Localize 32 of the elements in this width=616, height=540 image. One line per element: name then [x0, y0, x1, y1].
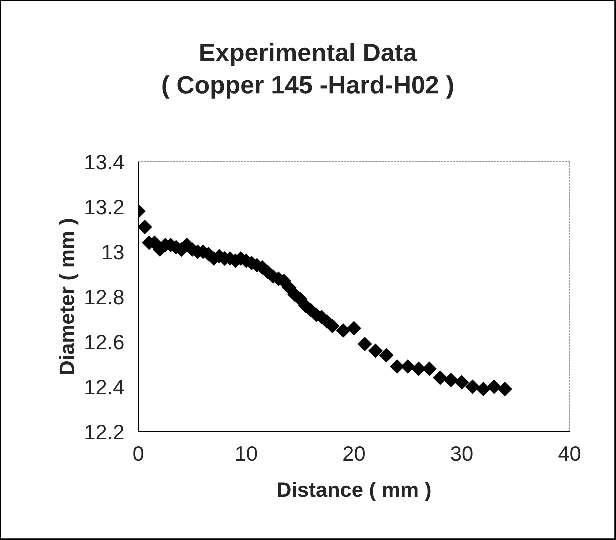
y-axis-title: Diameter ( mm ) [59, 219, 79, 374]
point [444, 372, 459, 388]
point [498, 382, 512, 397]
x-tick-label: 0 [134, 446, 144, 462]
point [368, 344, 384, 358]
chart-title: Experimental Data ( Copper 145 -Hard-H02 ) [162, 43, 454, 99]
x-tick-label: 30 [451, 446, 473, 462]
point [358, 336, 372, 352]
point [412, 362, 426, 376]
y-tick-label: 13.4 [86, 155, 124, 170]
point [422, 362, 437, 376]
x-axis-title: Distance ( mm ) [278, 482, 431, 502]
point [487, 380, 502, 394]
point [465, 380, 480, 394]
y-tick-label: 12.8 [86, 290, 124, 305]
x-tick-label: 40 [558, 446, 581, 462]
point [346, 321, 362, 336]
point [433, 370, 448, 386]
point [390, 359, 405, 374]
x-tick-label: 20 [344, 446, 365, 462]
point [138, 220, 152, 235]
x-tick-label: 10 [236, 446, 258, 462]
y-tick-label: 12.6 [86, 335, 124, 350]
point [476, 382, 491, 397]
y-tick-label: 12.2 [86, 425, 124, 440]
y-tick-label: 13.2 [86, 200, 124, 215]
point [400, 359, 416, 374]
y-tick-label: 12.4 [86, 380, 124, 395]
y-tick-label: 13 [103, 245, 124, 260]
point [454, 375, 470, 390]
point [379, 348, 394, 363]
point [336, 323, 351, 338]
